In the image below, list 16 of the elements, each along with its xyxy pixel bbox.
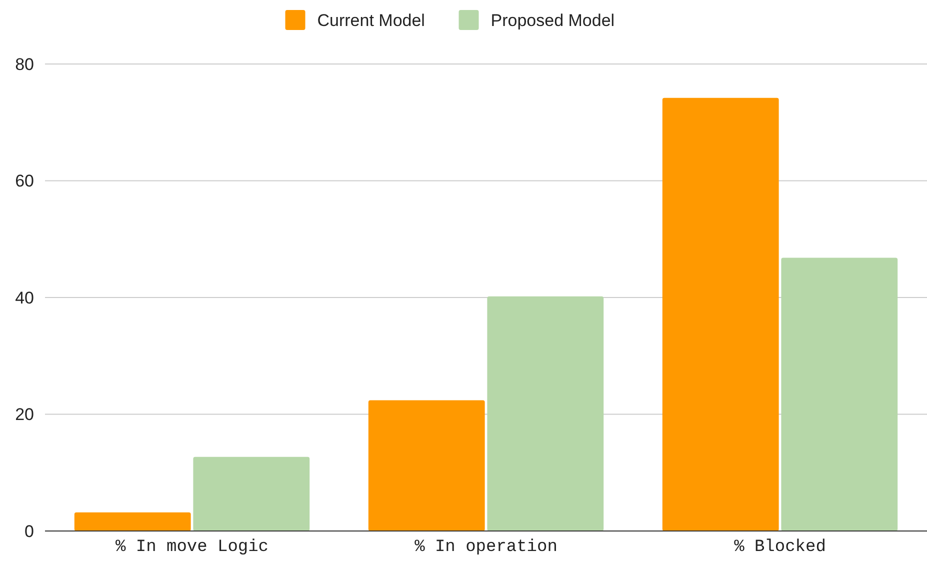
x-tick-label: % Blocked <box>734 538 826 557</box>
y-tick-label: 60 <box>15 172 34 191</box>
bar <box>662 98 779 531</box>
legend-label: Proposed Model <box>490 10 615 30</box>
bar <box>193 456 310 531</box>
x-tick-label: % In operation <box>414 538 558 557</box>
bar <box>368 400 485 531</box>
y-tick-label: 40 <box>15 288 34 308</box>
y-tick-label: 80 <box>15 54 34 74</box>
bar <box>781 258 898 531</box>
y-tick-label: 20 <box>15 405 34 424</box>
bar <box>74 512 191 531</box>
x-tick-label: % In move Logic <box>115 538 269 557</box>
bar <box>487 296 604 531</box>
legend-label: Current Model <box>317 10 425 30</box>
y-tick-label: 0 <box>24 522 34 541</box>
